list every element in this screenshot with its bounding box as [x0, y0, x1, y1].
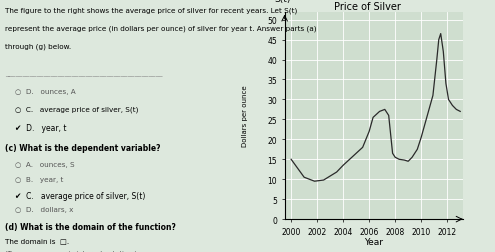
Text: represent the average price (in dollars per ounce) of silver for year t. Answer : represent the average price (in dollars …	[5, 25, 316, 32]
Text: (c) What is the dependent variable?: (c) What is the dependent variable?	[5, 144, 160, 153]
Text: through (g) below.: through (g) below.	[5, 43, 71, 49]
Text: Dollars per ounce: Dollars per ounce	[243, 85, 248, 147]
Text: The figure to the right shows the average price of silver for recent years. Let : The figure to the right shows the averag…	[5, 8, 297, 14]
Text: ○  A.   ounces, S: ○ A. ounces, S	[15, 161, 74, 167]
Text: ○  D.   ounces, A: ○ D. ounces, A	[15, 88, 76, 94]
Text: ✔  D.   year, t: ✔ D. year, t	[15, 123, 66, 133]
Text: ○  C.   average price of silver, S(t): ○ C. average price of silver, S(t)	[15, 106, 138, 112]
Text: ○  B.   year, t: ○ B. year, t	[15, 176, 63, 182]
Text: Price of Silver: Price of Silver	[334, 2, 400, 12]
Text: _____________________________________________: ________________________________________…	[5, 71, 162, 77]
X-axis label: Year: Year	[364, 237, 383, 246]
Text: ✔  C.   average price of silver, S(t): ✔ C. average price of silver, S(t)	[15, 192, 145, 201]
Text: (d) What is the domain of the function?: (d) What is the domain of the function?	[5, 222, 176, 231]
Text: The domain is  □.: The domain is □.	[5, 237, 69, 243]
Text: S(t): S(t)	[275, 0, 291, 4]
Text: ○  D.   dollars, x: ○ D. dollars, x	[15, 207, 73, 213]
Text: (Type your answer in interval notation.): (Type your answer in interval notation.)	[5, 249, 137, 252]
